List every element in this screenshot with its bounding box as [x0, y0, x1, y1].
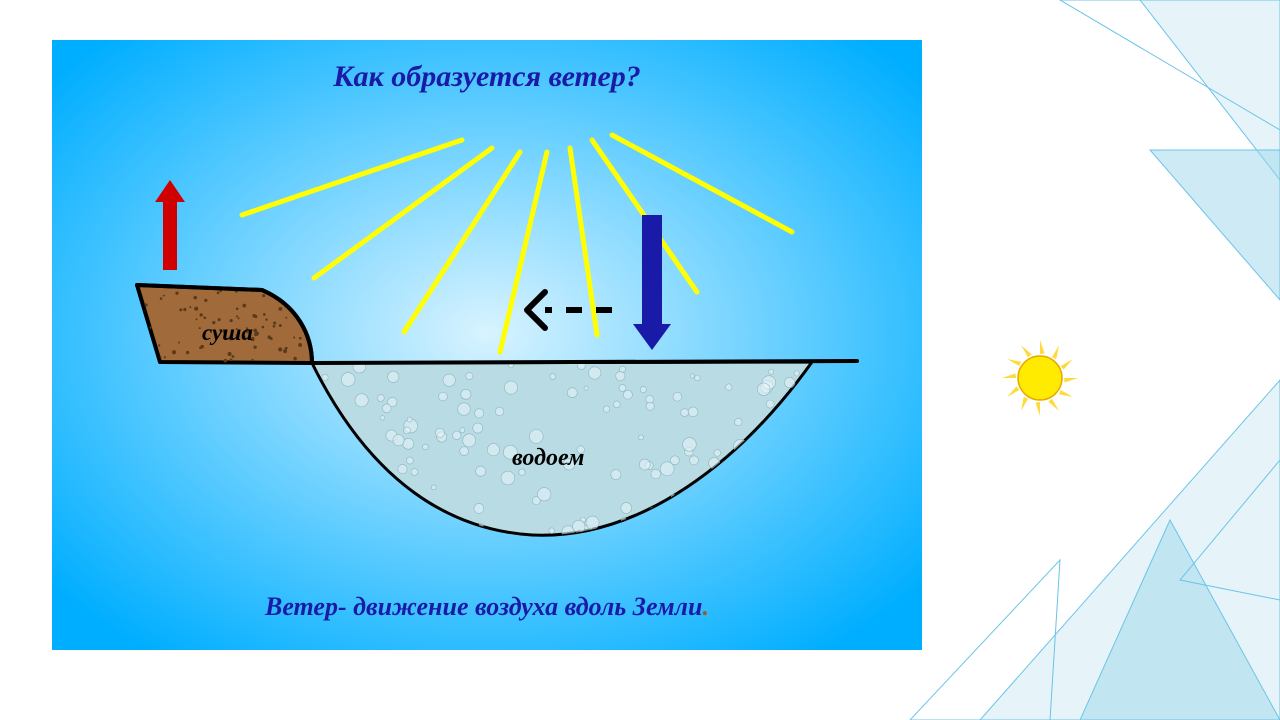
- diagram-footer: Ветер- движение воздуха вдоль Земли.: [52, 592, 922, 622]
- diagram-illustration: [52, 40, 922, 650]
- land-label: суша: [202, 320, 253, 346]
- diagram-panel: Как образуется ветер? суша водоем Ветер-…: [52, 40, 922, 650]
- footer-main: Ветер- движение воздуха вдоль Земли: [265, 592, 702, 621]
- sun-icon: [996, 334, 1084, 422]
- diagram-title: Как образуется ветер?: [52, 60, 922, 94]
- water-label: водоем: [512, 445, 585, 472]
- footer-dot: .: [702, 592, 709, 621]
